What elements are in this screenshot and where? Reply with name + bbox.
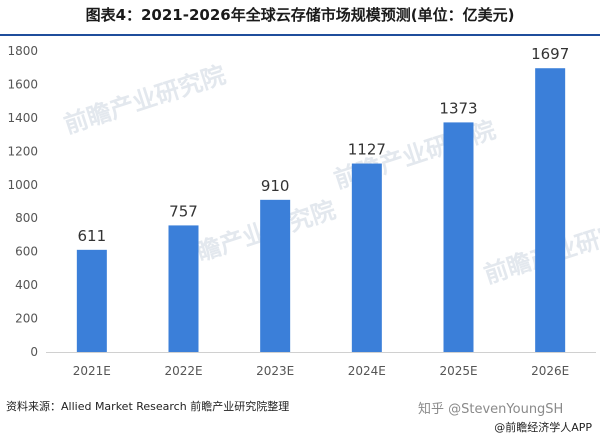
y-tick-label: 600 — [15, 245, 38, 259]
data-label: 611 — [78, 227, 107, 245]
data-label: 1127 — [348, 141, 386, 159]
bar — [260, 199, 291, 352]
bar — [76, 249, 107, 352]
data-label: 757 — [169, 202, 198, 220]
y-tick-label: 800 — [15, 211, 38, 225]
y-tick-label: 200 — [15, 312, 38, 326]
zhihu-watermark: 知乎 @StevenYoungSH — [418, 402, 564, 417]
source-note: 资料来源：Allied Market Research 前瞻产业研究院整理 — [6, 400, 290, 413]
chart-title: 图表4：2021-2026年全球云存储市场规模预测(单位：亿美元) — [85, 6, 515, 24]
bar — [351, 163, 382, 352]
y-tick-label: 1400 — [7, 111, 38, 125]
bar — [168, 225, 199, 352]
x-tick-label: 2022E — [164, 364, 202, 378]
y-tick-label: 1600 — [7, 77, 38, 91]
x-tick-label: 2025E — [439, 364, 477, 378]
y-tick-label: 1200 — [7, 144, 38, 158]
title-underline — [0, 34, 600, 36]
x-tick-label: 2023E — [256, 364, 294, 378]
app-watermark: @前瞻经济学人APP — [494, 421, 592, 434]
data-label: 1373 — [439, 99, 477, 117]
y-tick-label: 400 — [15, 278, 38, 292]
y-tick-label: 1800 — [7, 44, 38, 58]
y-tick-label: 0 — [30, 345, 38, 359]
data-label: 1697 — [531, 45, 569, 63]
data-label: 910 — [261, 177, 290, 195]
x-tick-label: 2021E — [73, 364, 111, 378]
bar-chart: 0 200 400 600 800 1000 1200 1400 1600 1800 611 2021… — [7, 44, 596, 378]
x-tick-label: 2024E — [348, 364, 386, 378]
bar — [443, 122, 474, 352]
x-tick-label: 2026E — [531, 364, 569, 378]
bar — [535, 68, 566, 353]
y-tick-label: 1000 — [7, 178, 38, 192]
